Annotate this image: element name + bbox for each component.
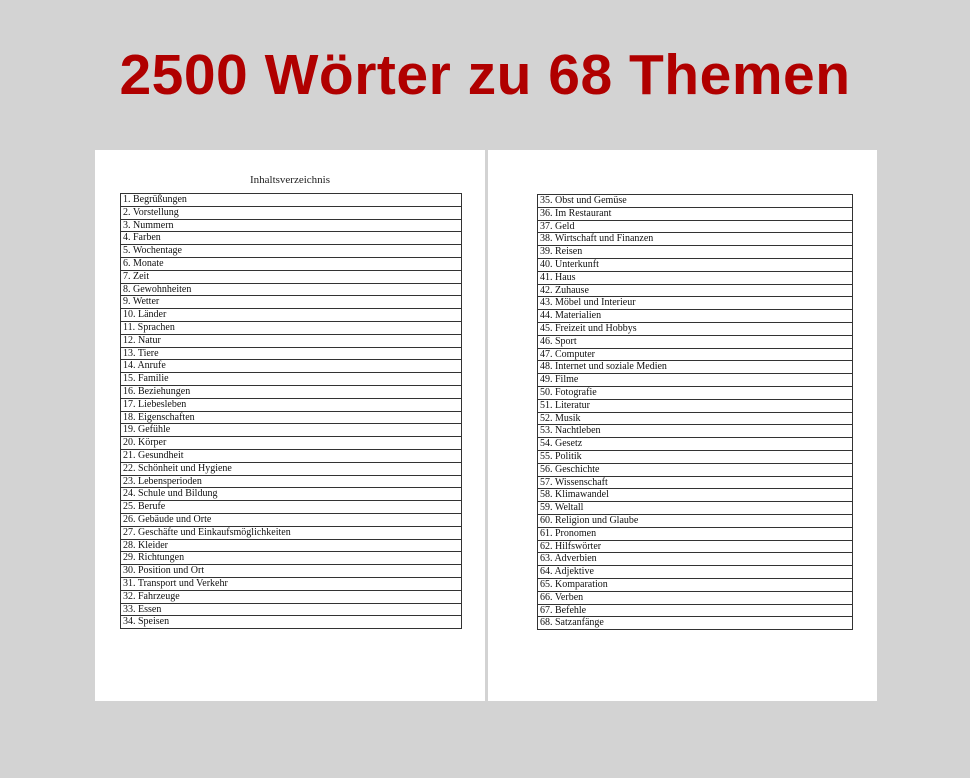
- toc-row: 26. Gebäude und Orte: [121, 514, 461, 527]
- toc-row: 68. Satzanfänge: [538, 617, 852, 631]
- toc-row: 17. Liebesleben: [121, 399, 461, 412]
- toc-row: 25. Berufe: [121, 501, 461, 514]
- toc-row: 38. Wirtschaft und Finanzen: [538, 233, 852, 247]
- toc-row: 24. Schule und Bildung: [121, 488, 461, 502]
- toc-row: 57. Wissenschaft: [538, 477, 852, 490]
- toc-row: 4. Farben: [121, 232, 461, 246]
- toc-row: 13. Tiere: [121, 348, 461, 361]
- toc-row: 51. Literatur: [538, 400, 852, 413]
- toc-table-left: 1. Begrüßungen 2. Vorstellung 3. Nummern 4.…: [120, 193, 462, 630]
- toc-row: 50. Fotografie: [538, 387, 852, 400]
- toc-row: 54. Gesetz: [538, 438, 852, 451]
- toc-row: 55. Politik: [538, 451, 852, 464]
- toc-heading: Inhaltsverzeichnis: [249, 174, 331, 186]
- toc-row: 15. Familie: [121, 373, 461, 386]
- toc-row: 47. Computer: [538, 349, 852, 362]
- toc-row: 7. Zeit: [121, 271, 461, 284]
- toc-row: 1. Begrüßungen: [121, 194, 461, 207]
- toc-row: 32. Fahrzeuge: [121, 591, 461, 604]
- toc-row: 30. Position und Ort: [121, 565, 461, 578]
- toc-row: 3. Nummern: [121, 220, 461, 233]
- toc-row: 65. Komparation: [538, 579, 852, 592]
- toc-row: 58. Klimawandel: [538, 489, 852, 503]
- toc-row: 49. Filme: [538, 374, 852, 387]
- toc-row: 60. Religion und Glaube: [538, 515, 852, 528]
- toc-row: 6. Monate: [121, 258, 461, 271]
- toc-row: 53. Nachtleben: [538, 425, 852, 439]
- toc-row: 33. Essen: [121, 604, 461, 617]
- toc-row: 61. Pronomen: [538, 528, 852, 541]
- toc-row: 64. Adjektive: [538, 566, 852, 579]
- toc-row: 11. Sprachen: [121, 322, 461, 335]
- banner-title: 2500 Wörter zu 68 Themen: [119, 43, 851, 107]
- toc-row: 9. Wetter: [121, 296, 461, 310]
- toc-page-left: Inhaltsverzeichnis 1. Begrüßungen 2. Vors…: [95, 150, 485, 701]
- toc-row: 31. Transport und Verkehr: [121, 578, 461, 591]
- toc-row: 22. Schönheit und Hygiene: [121, 463, 461, 476]
- toc-row: 40. Unterkunft: [538, 259, 852, 272]
- toc-row: 19. Gefühle: [121, 424, 461, 438]
- toc-row: 41. Haus: [538, 272, 852, 285]
- toc-row: 14. Anrufe: [121, 360, 461, 374]
- toc-row: 37. Geld: [538, 221, 852, 234]
- toc-page-right: 35. Obst und Gemüse 36. Im Restaurant 37. …: [488, 150, 877, 701]
- toc-row: 46. Sport: [538, 336, 852, 349]
- toc-row: 34. Speisen: [121, 616, 461, 630]
- toc-row: 35. Obst und Gemüse: [538, 195, 852, 208]
- toc-row: 48. Internet und soziale Medien: [538, 361, 852, 375]
- toc-row: 20. Körper: [121, 437, 461, 450]
- toc-row: 27. Geschäfte und Einkaufsmöglichkeiten: [121, 527, 461, 540]
- toc-row: 56. Geschichte: [538, 464, 852, 477]
- toc-row: 28. Kleider: [121, 540, 461, 553]
- toc-row: 52. Musik: [538, 413, 852, 426]
- toc-row: 67. Befehle: [538, 605, 852, 618]
- toc-row: 66. Verben: [538, 592, 852, 605]
- toc-row: 29. Richtungen: [121, 552, 461, 566]
- toc-row: 5. Wochentage: [121, 245, 461, 258]
- toc-row: 36. Im Restaurant: [538, 208, 852, 221]
- toc-row: 62. Hilfswörter: [538, 541, 852, 554]
- toc-row: 44. Materialien: [538, 310, 852, 323]
- toc-row: 59. Weltall: [538, 502, 852, 515]
- toc-row: 42. Zuhause: [538, 285, 852, 298]
- toc-table-right: 35. Obst und Gemüse 36. Im Restaurant 37. …: [537, 194, 853, 631]
- toc-row: 23. Lebensperioden: [121, 476, 461, 489]
- toc-row: 43. Möbel und Interieur: [538, 297, 852, 311]
- toc-row: 16. Beziehungen: [121, 386, 461, 399]
- toc-row: 2. Vorstellung: [121, 207, 461, 220]
- toc-row: 18. Eigenschaften: [121, 412, 461, 425]
- toc-row: 21. Gesundheit: [121, 450, 461, 463]
- toc-row: 45. Freizeit und Hobbys: [538, 323, 852, 336]
- toc-row: 12. Natur: [121, 335, 461, 348]
- toc-row: 10. Länder: [121, 309, 461, 322]
- toc-row: 63. Adverbien: [538, 553, 852, 567]
- toc-row: 39. Reisen: [538, 246, 852, 259]
- toc-row: 8. Gewohnheiten: [121, 284, 461, 297]
